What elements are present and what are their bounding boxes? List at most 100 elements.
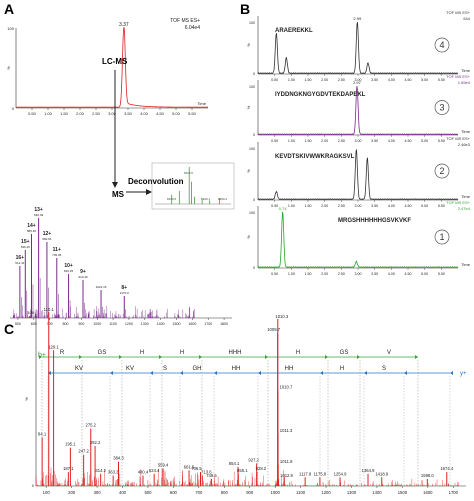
a-bottom-mz-label: 512.41 (15, 261, 25, 265)
a-bottom-charge-label: 10+ (64, 263, 73, 269)
b-y-label: % (246, 105, 251, 109)
c-y-label: y+ (460, 371, 467, 377)
a-bottom-x-tick-label: 800 (63, 322, 69, 326)
b-legend-2: 644 (463, 16, 470, 21)
c-peak-label: 559.4 (158, 463, 169, 468)
c-b-ladder-arrow (39, 355, 42, 359)
a-bottom-mz-label: 546.45 (21, 245, 31, 249)
b-x-tick-label: 1.00 (288, 78, 295, 82)
ms-label: MS (112, 190, 125, 199)
c-x-tick-label: 100 (43, 490, 51, 495)
c-peak-label: 928.2 (256, 466, 267, 471)
a-bottom-mz-label: 682.91 (42, 237, 52, 241)
b-peak-label: 0.74 (279, 206, 288, 211)
a-bottom-charge-label: 14+ (27, 223, 36, 229)
a-top-x-tick-label: 4.00 (140, 111, 149, 116)
b-y-tick-label: 0 (253, 72, 255, 76)
b-x-tick-label: 5.00 (421, 139, 428, 143)
b-x-tick-label: 3.00 (355, 78, 362, 82)
a-bottom-x-tick-label: 900 (78, 322, 84, 326)
inset-label: 8200.1 (201, 197, 211, 201)
c-y-ladder-arrow (258, 371, 261, 375)
panel-label-b: B (240, 1, 250, 17)
c-y-ladder-arrow (180, 371, 183, 375)
chart-a-bottom: 500 600 700 800 900 1000 1100 1200 1300 1400 1500 1… (10, 207, 232, 326)
b-x-tick-label: 4.00 (388, 139, 395, 143)
a-top-x-tick-label: 2.00 (76, 111, 85, 116)
c-x-tick-label: 400 (119, 490, 127, 495)
b-x-tick-label: 4.00 (388, 78, 395, 82)
b-x-tick-label: 1.00 (288, 139, 295, 143)
b-y-tick-label: 100 (249, 147, 255, 151)
c-peak-label: 927.2 (248, 457, 259, 462)
c-y-ion-label: KV (75, 366, 83, 372)
c-peak-label: 384.3 (113, 456, 124, 461)
b-x-tick-label: 1.00 (288, 204, 295, 208)
b-x-label: Time (461, 68, 471, 73)
b-legend-2: 1.69e4 (458, 80, 471, 85)
a-top-y-tick-label: 0 (12, 106, 15, 111)
b-badge-number: 1 (439, 232, 444, 242)
c-y-ion-label: S (163, 366, 167, 372)
c-peak-label: 1364.9 (362, 468, 375, 473)
a-bottom-x-tick-label: 500 (15, 322, 21, 326)
b-legend-1: TOF MS ES+ (446, 74, 470, 79)
c-b-ion-label: H (140, 350, 144, 356)
c-peak-label: 661.5 (184, 464, 195, 469)
b-x-tick-label: 1.50 (305, 272, 312, 276)
c-y-ion-label: S (382, 366, 386, 372)
a-bottom-charge-label: 12+ (43, 231, 52, 237)
c-x-tick-label: 1600 (423, 490, 433, 495)
a-bottom-charge-label: 15+ (21, 239, 30, 245)
b-x-tick-label: 2.50 (338, 139, 345, 143)
c-x-tick-label: 1300 (347, 490, 357, 495)
a-top-x-label: Time (197, 101, 207, 106)
c-y-tick-label: 0 (32, 483, 35, 488)
c-x-tick-label: 1000 (271, 490, 281, 495)
c-peak-label: 1418.9 (375, 471, 388, 476)
b-y-tick-label: 0 (253, 198, 255, 202)
c-y-ladder-arrow (214, 371, 217, 375)
b-legend-1: TOF MS ES+ (446, 10, 470, 15)
c-b-ladder-arrow (415, 355, 418, 359)
c-b-ladder-arrow (199, 355, 202, 359)
b-x-tick-label: 4.00 (388, 204, 395, 208)
b-x-tick-label: 5.00 (421, 272, 428, 276)
c-peak-label: 314.2 (95, 468, 106, 473)
c-peak-label: 706.5 (191, 466, 202, 471)
inset-label: 8300.2 (218, 197, 228, 201)
c-peak-label: 292.2 (90, 440, 101, 445)
c-b-ion-label: HHH (229, 350, 242, 356)
b-series-line (257, 149, 459, 201)
b-badge-circle (434, 100, 450, 115)
b-x-tick-label: 2.00 (321, 272, 328, 276)
b-x-label: Time (461, 194, 471, 199)
a-bottom-x-tick-label: 1100 (109, 322, 117, 326)
c-peak-label: 1254.9 (334, 471, 347, 476)
b-series-line (257, 85, 459, 136)
c-b-ladder-arrow (265, 355, 268, 359)
c-peak-label: 363.3 (108, 470, 119, 475)
c-b-ion-label: GS (340, 350, 349, 356)
c-peak-label: 1011.3 (280, 428, 293, 433)
c-y-ladder-arrow (404, 371, 407, 375)
b-y-tick-label: 100 (249, 21, 255, 25)
a-bottom-charge-label: 9+ (80, 269, 86, 275)
a-bottom-mz-label: 1024.15 (96, 285, 107, 289)
b-badge-circle (434, 163, 450, 179)
c-x-tick-label: 300 (94, 490, 102, 495)
deconv-arrow-head (146, 189, 152, 195)
b-series-name: IYDDNGKNGYGDVTEKDAPEKL (275, 92, 366, 98)
c-y-tick-label: 100 (27, 310, 34, 315)
a-bottom-x-tick-label: 1200 (125, 322, 133, 326)
a-top-y-label: % (6, 66, 11, 70)
b-y-tick-label: 100 (249, 85, 255, 89)
b-badge-number: 3 (439, 103, 444, 113)
c-peak-label: 247.2 (78, 449, 89, 454)
a-bottom-charge-label: 13+ (34, 207, 43, 213)
b-x-tick-label: 2.00 (321, 78, 328, 82)
c-x-tick-label: 800 (221, 490, 229, 495)
a-bottom-x-tick-label: 1600 (188, 322, 196, 326)
b-badge-number: 4 (439, 40, 444, 50)
